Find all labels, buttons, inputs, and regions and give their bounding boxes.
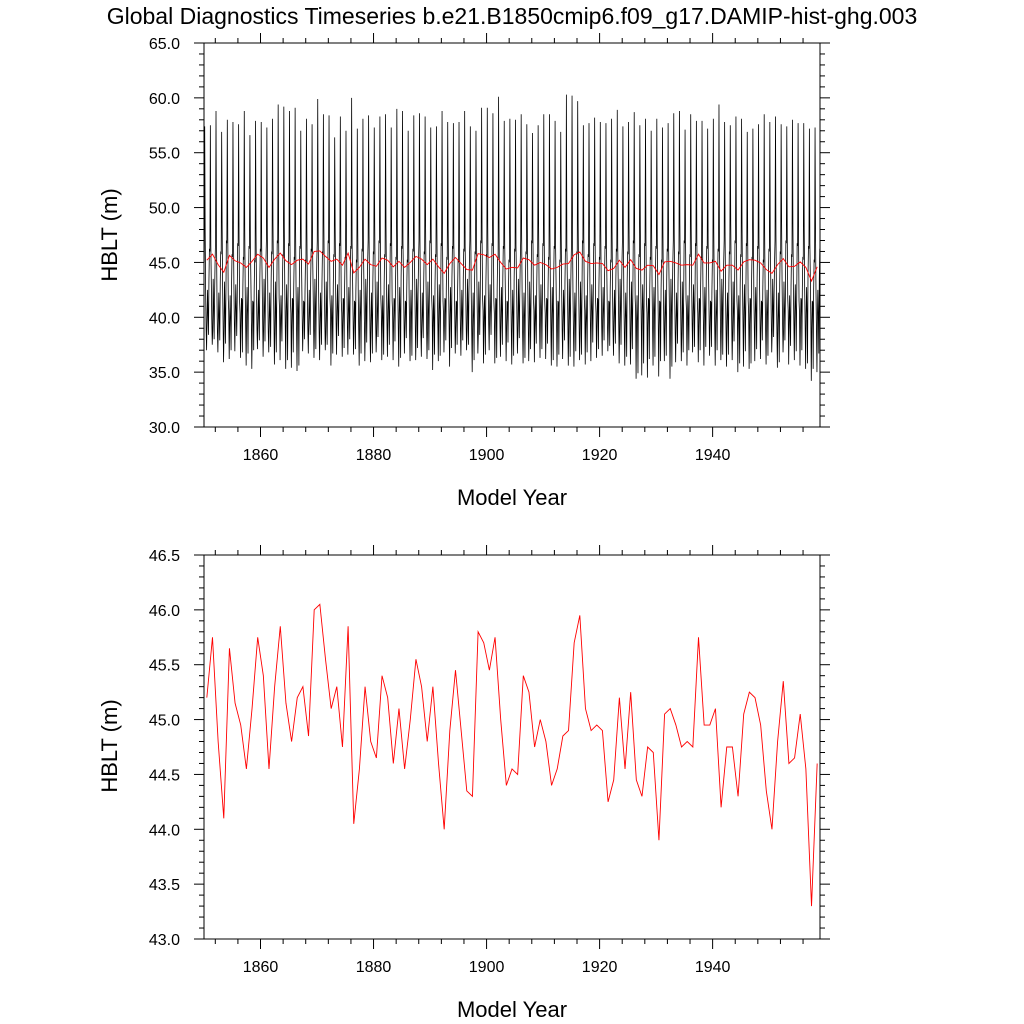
top-series-layer <box>203 94 821 381</box>
bottom-y-tick-label: 46.5 <box>149 548 180 565</box>
bottom-y-tick-label: 46.0 <box>149 603 180 620</box>
top-y-tick-label: 40.0 <box>149 310 180 327</box>
bottom-y-tick-label: 45.0 <box>149 713 180 730</box>
top-monthly-series-line <box>203 94 821 381</box>
bottom-y-axis-label: HBLT (m) <box>97 699 122 792</box>
top-x-tick-label: 1920 <box>582 447 618 464</box>
bottom-x-tick-label: 1940 <box>695 959 731 976</box>
bottom-y-tick-label: 44.0 <box>149 822 180 839</box>
top-y-tick-label: 30.0 <box>149 420 180 437</box>
bottom-y-tick-label: 43.0 <box>149 932 180 949</box>
top-panel: 30.0 35.0 40.0 45.0 50.0 55.0 60.0 65.0 1860 1880… <box>97 33 830 510</box>
bottom-x-axis-label: Model Year <box>457 997 567 1022</box>
top-y-tick-label: 60.0 <box>149 91 180 108</box>
bottom-y-tick-label: 43.5 <box>149 877 180 894</box>
bottom-x-tick-label: 1900 <box>469 959 505 976</box>
bottom-annual-series-line <box>206 603 818 907</box>
bottom-plot-frame <box>203 554 821 940</box>
top-x-tick-label: 1860 <box>243 447 279 464</box>
top-plot-frame <box>203 42 821 428</box>
top-axes-layer: 30.0 35.0 40.0 45.0 50.0 55.0 60.0 65.0 1860 1880… <box>149 33 830 464</box>
top-y-axis-label: HBLT (m) <box>97 188 122 281</box>
top-x-tick-label: 1940 <box>695 447 731 464</box>
bottom-x-tick-label: 1880 <box>356 959 392 976</box>
top-y-tick-label: 35.0 <box>149 365 180 382</box>
bottom-x-tick-label: 1860 <box>243 959 279 976</box>
top-y-tick-label: 55.0 <box>149 146 180 163</box>
top-y-tick-label: 50.0 <box>149 201 180 218</box>
bottom-panel: 43.0 43.5 44.0 44.5 45.0 45.5 46.0 46.5 1860 1880… <box>97 545 830 1022</box>
bottom-series-layer <box>206 603 818 907</box>
top-y-tick-label: 65.0 <box>149 36 180 53</box>
bottom-x-tick-label: 1920 <box>582 959 618 976</box>
top-annual-series-line <box>206 250 818 283</box>
top-y-tick-label: 45.0 <box>149 255 180 272</box>
bottom-y-tick-label: 44.5 <box>149 767 180 784</box>
top-x-tick-label: 1900 <box>469 447 505 464</box>
top-x-tick-label: 1880 <box>356 447 392 464</box>
bottom-axes-layer: 43.0 43.5 44.0 44.5 45.0 45.5 46.0 46.5 1860 1880… <box>149 545 830 976</box>
bottom-y-tick-label: 45.5 <box>149 658 180 675</box>
chart-title: Global Diagnostics Timeseries b.e21.B185… <box>107 3 918 29</box>
top-x-axis-label: Model Year <box>457 485 567 510</box>
